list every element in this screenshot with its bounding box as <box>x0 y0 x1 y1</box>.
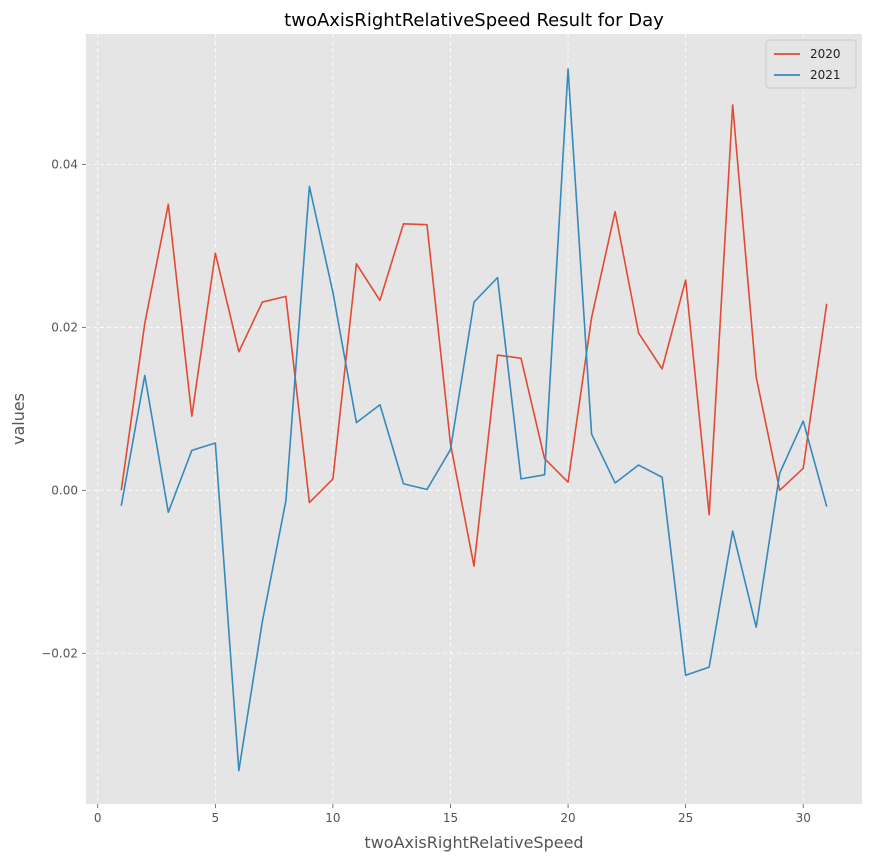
legend-entry-2021: 2021 <box>810 68 841 82</box>
plot-area <box>86 34 862 804</box>
series-lines <box>120 68 828 772</box>
x-tick-label: 20 <box>560 811 575 825</box>
series-line-2020 <box>120 104 828 567</box>
legend: 2020 2021 <box>765 39 857 89</box>
legend-box <box>765 39 857 89</box>
chart-title: twoAxisRightRelativeSpeed Result for Day <box>284 10 664 31</box>
grid-lines <box>86 34 862 804</box>
series-line-2021 <box>120 68 828 772</box>
legend-entry-2020: 2020 <box>810 47 841 61</box>
x-tick-label: 10 <box>325 811 340 825</box>
y-tick-label: −0.02 <box>41 646 78 660</box>
x-tick-label: 25 <box>678 811 693 825</box>
x-tick-label: 0 <box>94 811 102 825</box>
y-tick-label: 0.00 <box>51 483 78 497</box>
y-tick-label: 0.04 <box>51 157 78 171</box>
x-axis-ticks: 0 5 10 15 20 25 30 <box>94 804 811 825</box>
x-tick-label: 15 <box>443 811 458 825</box>
x-tick-label: 5 <box>212 811 220 825</box>
y-tick-label: 0.02 <box>51 320 78 334</box>
x-axis-label: twoAxisRightRelativeSpeed <box>364 833 583 852</box>
y-axis-ticks: −0.02 0.00 0.02 0.04 <box>41 157 86 660</box>
x-tick-label: 30 <box>796 811 811 825</box>
y-axis-label: values <box>9 393 28 445</box>
